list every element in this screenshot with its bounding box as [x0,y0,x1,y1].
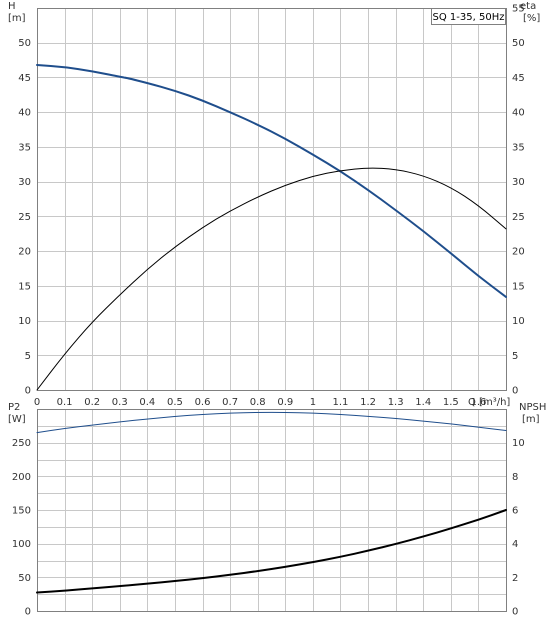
y-left-axis-unit: [m] [8,13,26,24]
y-left-tick-label: 5 [25,351,31,362]
y-right-tick-label: 10 [512,316,525,327]
efficiency-curve [36,167,507,391]
npsh-curve [36,509,507,594]
y-left-tick-label: 200 [12,472,31,483]
y-right-tick-label: 2 [512,573,518,584]
y-left-axis-title: H [8,1,16,12]
y-right-tick-label: 45 [512,73,525,84]
x-tick-label: 0 [34,397,40,408]
x-tick-label: 1.6 [470,397,486,408]
x-tick-label: 0.4 [139,397,155,408]
x-tick-label: 1 [310,397,316,408]
x-tick-label: 0.5 [167,397,183,408]
y-left-tick-label: 0 [25,607,31,618]
x-tick-label: 1.1 [333,397,349,408]
y-right-tick-label: 8 [512,472,518,483]
y-right-axis-unit: [%] [523,13,540,24]
y-left-tick-label: 50 [18,573,31,584]
y-right-tick-label: 40 [512,108,525,119]
y-left-tick-label: 45 [18,73,31,84]
y-right-tick-label: 10 [512,438,525,449]
y-left-tick-label: 25 [18,212,31,223]
y-right-tick-label: 0 [512,386,518,397]
x-tick-label: 0.6 [195,397,211,408]
chart-title: SQ 1-35, 50Hz [433,12,505,23]
y-right-tick-label: 30 [512,177,525,188]
y-left-tick-label: 50 [18,38,31,49]
x-tick-label: 0.7 [222,397,238,408]
x-tick-label: 1.5 [443,397,459,408]
y-right-tick-label: 0 [512,607,518,618]
x-tick-label: 1.4 [415,397,431,408]
y-right-tick-label: 55 [512,4,525,15]
x-tick-label: 0.3 [112,397,128,408]
y-right-tick-label: 20 [512,247,525,258]
y-right-axis-title: NPSH [519,402,546,413]
y-left-tick-label: 15 [18,281,31,292]
y-left-axis-title: P2 [8,402,20,413]
x-tick-label: 1.3 [388,397,404,408]
y-right-tick-label: 6 [512,506,518,517]
y-right-tick-label: 25 [512,212,525,223]
x-tick-label: 0.9 [277,397,293,408]
x-axis-title: Q [m³/h] [468,397,510,408]
plot-frame [37,8,507,391]
y-left-tick-label: 10 [18,316,31,327]
y-right-tick-label: 4 [512,539,518,550]
y-left-axis-unit: [W] [8,414,26,425]
y-left-tick-label: 35 [18,142,31,153]
y-left-tick-label: 30 [18,177,31,188]
y-right-axis-unit: [m] [522,414,540,425]
x-tick-label: 0.1 [57,397,73,408]
y-right-axis-title: eta [520,1,536,12]
y-left-tick-label: 0 [25,386,31,397]
x-tick-label: 0.2 [84,397,100,408]
y-right-tick-label: 5 [512,351,518,362]
chart-title-box [431,8,506,25]
power-curve [36,411,507,434]
y-left-tick-label: 250 [12,438,31,449]
y-left-tick-label: 100 [12,539,31,550]
y-right-tick-label: 35 [512,142,525,153]
head-curve [36,64,507,298]
y-left-tick-label: 20 [18,247,31,258]
y-left-tick-label: 150 [12,506,31,517]
y-left-tick-label: 40 [18,108,31,119]
y-right-tick-label: 50 [512,38,525,49]
y-right-tick-label: 15 [512,281,525,292]
x-tick-label: 1.2 [360,397,376,408]
x-tick-label: 0.8 [250,397,266,408]
